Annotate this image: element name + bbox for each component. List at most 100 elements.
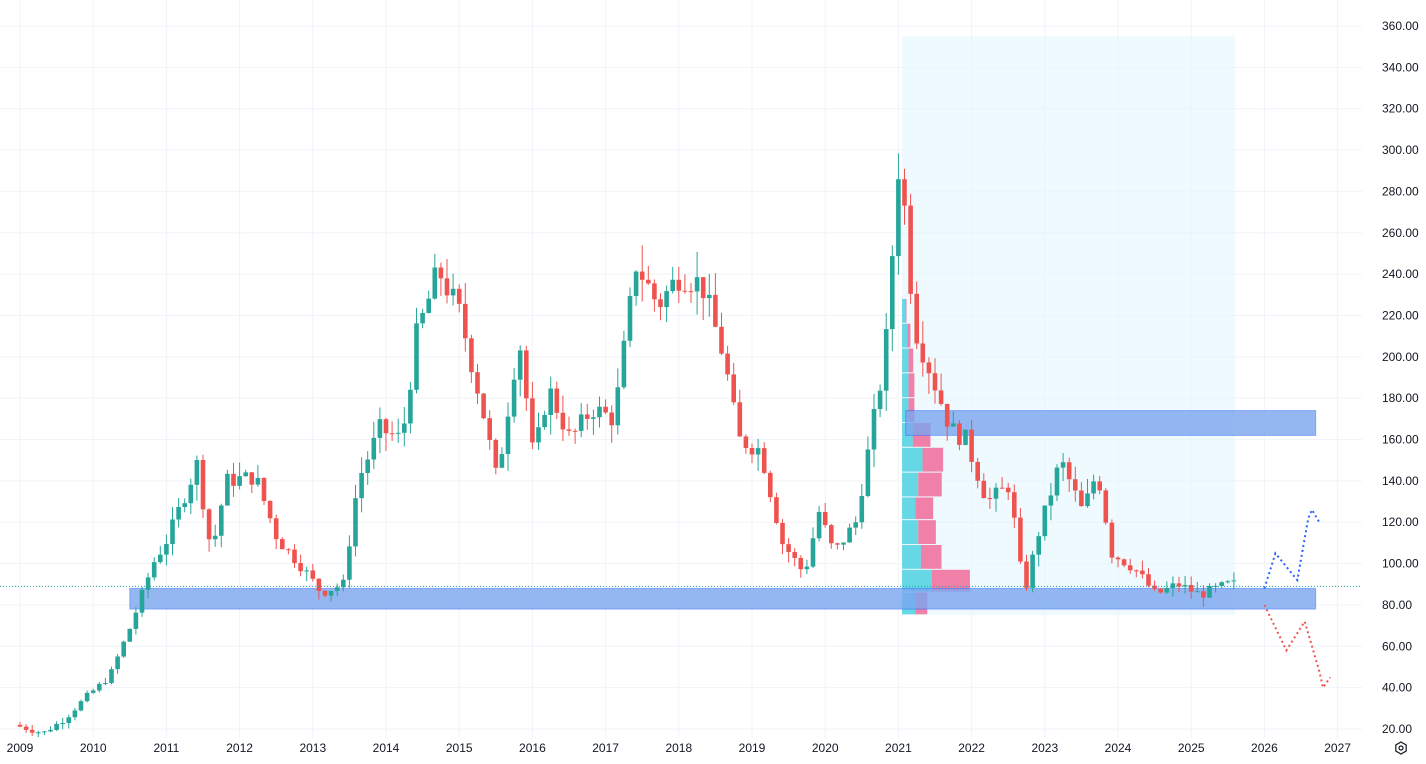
y-tick-label: 260.00	[1382, 226, 1419, 240]
profile-bar-up	[902, 373, 909, 398]
candle-body	[609, 412, 614, 426]
candle-body	[902, 179, 907, 206]
candle-body	[963, 429, 968, 445]
candle-body	[932, 373, 938, 391]
candle-body	[48, 729, 53, 732]
candle-body	[72, 710, 78, 718]
x-tick-label: 2026	[1251, 741, 1278, 755]
candle-body	[822, 511, 828, 526]
y-tick-label: 140.00	[1382, 474, 1419, 488]
candle-body	[780, 522, 785, 545]
candle-body	[731, 374, 736, 403]
candle-body	[267, 500, 273, 519]
candle-body	[646, 279, 651, 284]
candle-body	[1036, 536, 1041, 555]
candle-body	[987, 498, 993, 500]
profile-bar-down	[908, 373, 915, 398]
candle-body	[292, 549, 297, 564]
candle-body	[1225, 581, 1231, 583]
y-tick-label: 20.00	[1382, 722, 1412, 736]
candle-body	[639, 271, 645, 280]
candle-body	[493, 439, 499, 468]
candle-body	[829, 525, 834, 544]
profile-bar-up	[902, 348, 909, 373]
candle-body	[322, 590, 328, 596]
candle-body	[377, 419, 383, 438]
candle-body	[999, 487, 1005, 489]
candle-body	[877, 390, 883, 410]
candle-body	[188, 484, 194, 504]
candle-body	[1127, 565, 1133, 571]
candle-body	[896, 179, 901, 257]
profile-bar-up	[902, 472, 919, 497]
candle-body	[170, 519, 175, 545]
x-tick-label: 2011	[153, 741, 179, 755]
candle-body	[1085, 493, 1090, 507]
candle-body	[957, 423, 962, 445]
candle-body	[383, 419, 389, 434]
candle-body	[566, 429, 572, 431]
candle-body	[225, 473, 230, 506]
candle-body	[511, 379, 517, 417]
profile-bar-up	[902, 497, 916, 520]
candle-body	[231, 473, 236, 486]
candle-body	[585, 414, 590, 419]
candle-body	[1073, 479, 1078, 491]
candle-body	[517, 350, 523, 380]
profile-bar-down	[908, 398, 915, 422]
candle-body	[719, 326, 724, 354]
x-tick-label: 2012	[226, 741, 253, 755]
y-tick-label: 320.00	[1382, 102, 1419, 116]
candle-body	[103, 683, 108, 685]
candle-body	[786, 544, 791, 553]
candle-body	[883, 329, 889, 391]
candle-body	[475, 372, 480, 394]
candle-body	[627, 296, 633, 341]
profile-bar-up	[902, 298, 906, 323]
candle-body	[408, 389, 413, 424]
candle-body	[890, 256, 895, 330]
candle-body	[158, 554, 163, 563]
profile-bar-down	[908, 348, 914, 373]
candle-body	[621, 340, 627, 388]
x-tick-label: 2025	[1178, 741, 1205, 755]
x-tick-label: 2023	[1031, 741, 1058, 755]
candle-body	[1066, 462, 1072, 480]
candle-body	[792, 552, 797, 558]
candle-body	[1188, 584, 1194, 592]
chart-settings-button[interactable]	[1391, 738, 1411, 758]
candle-body	[334, 587, 340, 591]
candle-body	[29, 729, 35, 733]
candle-body	[737, 402, 743, 437]
candle-body	[444, 278, 450, 296]
candle-body	[78, 701, 84, 711]
candle-body	[273, 518, 279, 540]
time-axis-bg	[0, 738, 1426, 759]
candle-body	[969, 429, 974, 462]
candle-body	[816, 511, 822, 539]
candle-body	[395, 432, 401, 434]
candle-body	[1079, 490, 1084, 507]
candle-body	[676, 279, 682, 291]
candle-body	[97, 683, 102, 691]
y-tick-label: 200.00	[1382, 350, 1419, 364]
candle-body	[694, 277, 700, 292]
candle-body	[1146, 574, 1151, 586]
y-tick-label: 60.00	[1382, 639, 1412, 653]
candle-body	[1164, 587, 1170, 593]
candle-body	[920, 343, 926, 363]
candle-body	[1207, 585, 1212, 598]
candle-body	[1042, 505, 1048, 537]
y-tick-label: 40.00	[1382, 681, 1412, 695]
x-tick-label: 2024	[1105, 741, 1132, 755]
candle-body	[938, 390, 944, 404]
candle-body	[243, 472, 248, 477]
bullish-projection-path	[1263, 507, 1321, 589]
candle-body	[981, 480, 987, 499]
candle-body	[1121, 559, 1127, 566]
x-tick-label: 2027	[1324, 741, 1351, 755]
candle-body	[871, 409, 877, 450]
candle-body	[206, 509, 212, 540]
